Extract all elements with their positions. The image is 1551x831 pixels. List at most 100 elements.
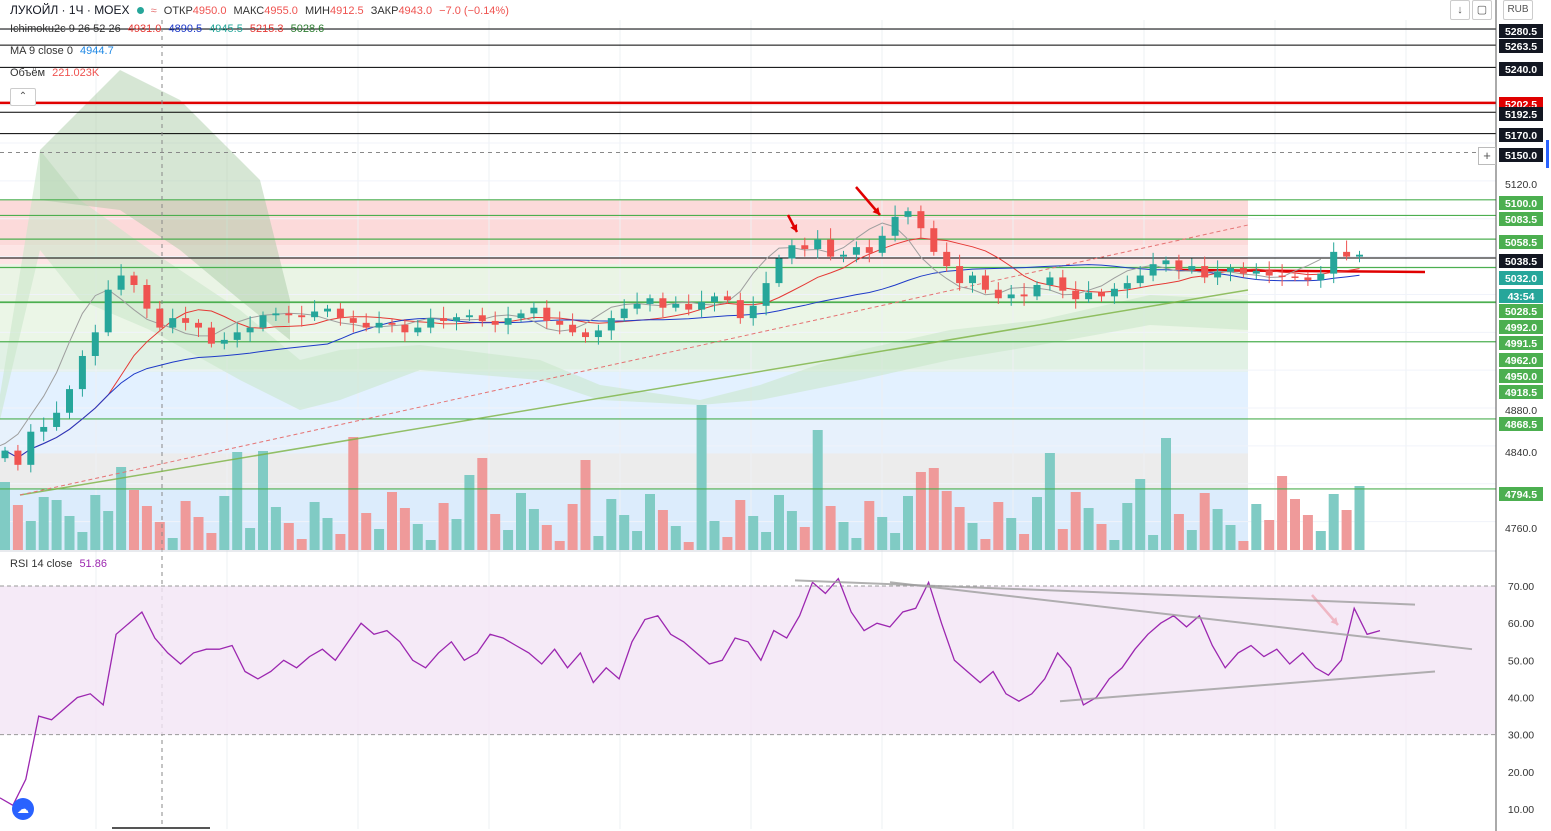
volume-bar <box>335 534 346 550</box>
volume-bar <box>374 529 385 550</box>
candle-body <box>917 211 925 229</box>
volume-bar <box>503 530 514 550</box>
price-label-bg <box>1499 271 1543 285</box>
scroll-indicator <box>1546 140 1549 168</box>
volume-bar <box>593 536 604 550</box>
price-label-bg <box>1499 196 1543 210</box>
collapse-up-icon[interactable]: ⌃ <box>10 88 36 106</box>
price-axis-label: 5263.5 <box>1505 41 1537 53</box>
volume-bar <box>193 517 204 550</box>
volume-value: 221.023K <box>52 67 100 79</box>
candle-body <box>685 303 693 310</box>
volume-bar <box>477 458 488 550</box>
volume-bar <box>1135 479 1146 550</box>
ichimoku-cloud-dark <box>40 70 290 340</box>
ichimoku-legend[interactable]: Ichimoku2c 9 26 52 26 4931.0 4890.5 4945… <box>10 23 328 35</box>
volume-bar <box>129 490 139 550</box>
time-scrollbar <box>112 827 210 829</box>
candle-body <box>543 307 551 321</box>
volume-bar <box>103 511 114 550</box>
rsi-axis-label: 30.00 <box>1508 730 1534 742</box>
candle-body <box>104 289 112 333</box>
candle-body <box>375 322 383 328</box>
price-axis-label: 5192.5 <box>1505 109 1537 121</box>
price-label-bg <box>1499 487 1543 501</box>
candle-body <box>388 322 396 325</box>
volume-bar <box>735 500 746 550</box>
candle-body <box>711 296 718 303</box>
candle-body <box>427 318 435 328</box>
candle-body <box>27 431 35 465</box>
candle-body <box>775 258 783 284</box>
tradingview-logo-icon[interactable]: ☁ <box>12 798 34 820</box>
candle-body <box>1123 283 1131 289</box>
volume-bar <box>1083 508 1094 550</box>
candle-body <box>749 305 757 319</box>
volume-bar <box>245 528 256 550</box>
price-axis-label: 4794.5 <box>1505 489 1537 501</box>
candle-body <box>1265 270 1273 276</box>
price-label-bg <box>1499 336 1543 350</box>
volume-bar <box>1006 518 1017 550</box>
candle-body <box>220 339 228 344</box>
price-label-bg <box>1499 212 1543 226</box>
eye-icon[interactable]: ≈ <box>150 5 157 17</box>
candle-body <box>1227 267 1234 272</box>
price-axis-label: 5170.0 <box>1505 130 1537 142</box>
candle-body <box>1033 285 1041 297</box>
candle-body <box>1007 294 1015 299</box>
currency-button[interactable]: RUB <box>1503 0 1533 20</box>
change-value: −7.0 (−0.14%) <box>439 5 509 17</box>
price-label-bg <box>1499 39 1543 53</box>
candle-body <box>259 315 267 328</box>
price-axis-label: 4962.0 <box>1505 355 1537 367</box>
candle-body <box>1304 277 1312 281</box>
maximize-icon[interactable]: ▢ <box>1472 0 1492 20</box>
close-label: ЗАКР <box>370 5 399 17</box>
candle-body <box>1149 264 1157 276</box>
volume-bar <box>1225 525 1236 550</box>
volume-bar <box>619 515 630 550</box>
volume-bar <box>116 467 127 550</box>
rsi-trend-line <box>1059 670 1436 703</box>
candle-body <box>1072 290 1080 300</box>
volume-bar <box>709 521 720 550</box>
candle-body <box>1 450 9 459</box>
ma-legend[interactable]: MA 9 close 0 4944.7 <box>10 45 118 57</box>
volume-bar <box>567 504 578 550</box>
volume-bar <box>258 451 268 550</box>
volume-bar <box>967 523 978 550</box>
candle-body <box>362 322 370 328</box>
price-label-bg <box>1499 369 1543 383</box>
volume-bar <box>1251 504 1262 550</box>
plus-icon[interactable]: + <box>1478 147 1496 165</box>
candle-body <box>272 313 280 316</box>
volume-bar <box>838 522 849 550</box>
low-value: 4912.5 <box>329 5 364 17</box>
rsi-legend[interactable]: RSI 14 close 51.86 <box>10 558 111 570</box>
volume-bar <box>1328 494 1339 550</box>
candle-body <box>465 315 473 318</box>
volume-bar <box>670 526 681 550</box>
candle-body <box>969 275 976 284</box>
volume-legend[interactable]: Объём 221.023K <box>10 67 103 79</box>
price-axis-label: 5100.0 <box>1505 198 1537 210</box>
rsi-band <box>0 586 1496 735</box>
rsi-value: 51.86 <box>79 558 107 570</box>
candle-body <box>298 315 306 318</box>
price-axis-label: 5150.0 <box>1505 150 1537 162</box>
volume-bar <box>167 538 178 550</box>
volume-bar <box>1302 515 1313 550</box>
arrow-down-icon[interactable]: ↓ <box>1450 0 1470 20</box>
open-label: ОТКР <box>163 5 193 17</box>
candle-body <box>66 389 73 413</box>
volume-bar <box>554 541 565 550</box>
volume-bar <box>580 460 591 550</box>
volume-bar <box>941 491 952 550</box>
candle-body <box>556 320 564 325</box>
volume-bar <box>1354 486 1365 550</box>
candle-body <box>130 275 138 285</box>
price-axis-label: 5028.5 <box>1505 306 1537 318</box>
candle-body <box>14 450 22 465</box>
